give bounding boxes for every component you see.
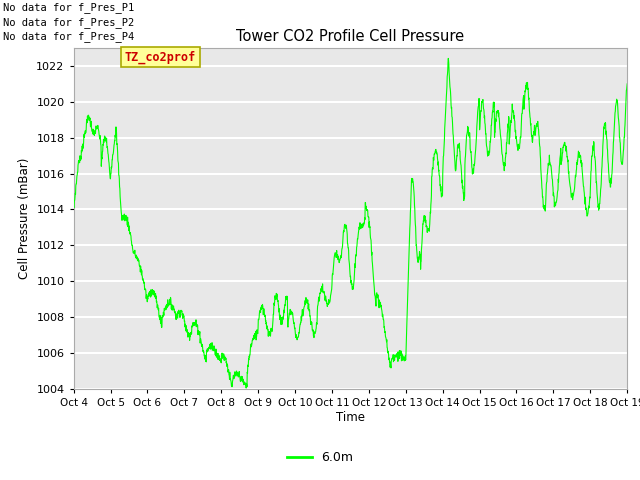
X-axis label: Time: Time [336, 410, 365, 424]
Title: Tower CO2 Profile Cell Pressure: Tower CO2 Profile Cell Pressure [236, 29, 465, 44]
Legend: 6.0m: 6.0m [282, 446, 358, 469]
Text: No data for f_Pres_P1: No data for f_Pres_P1 [3, 2, 134, 13]
Text: No data for f_Pres_P2: No data for f_Pres_P2 [3, 17, 134, 28]
Text: No data for f_Pres_P4: No data for f_Pres_P4 [3, 31, 134, 42]
Y-axis label: Cell Pressure (mBar): Cell Pressure (mBar) [18, 158, 31, 279]
Text: TZ_co2prof: TZ_co2prof [125, 50, 196, 64]
